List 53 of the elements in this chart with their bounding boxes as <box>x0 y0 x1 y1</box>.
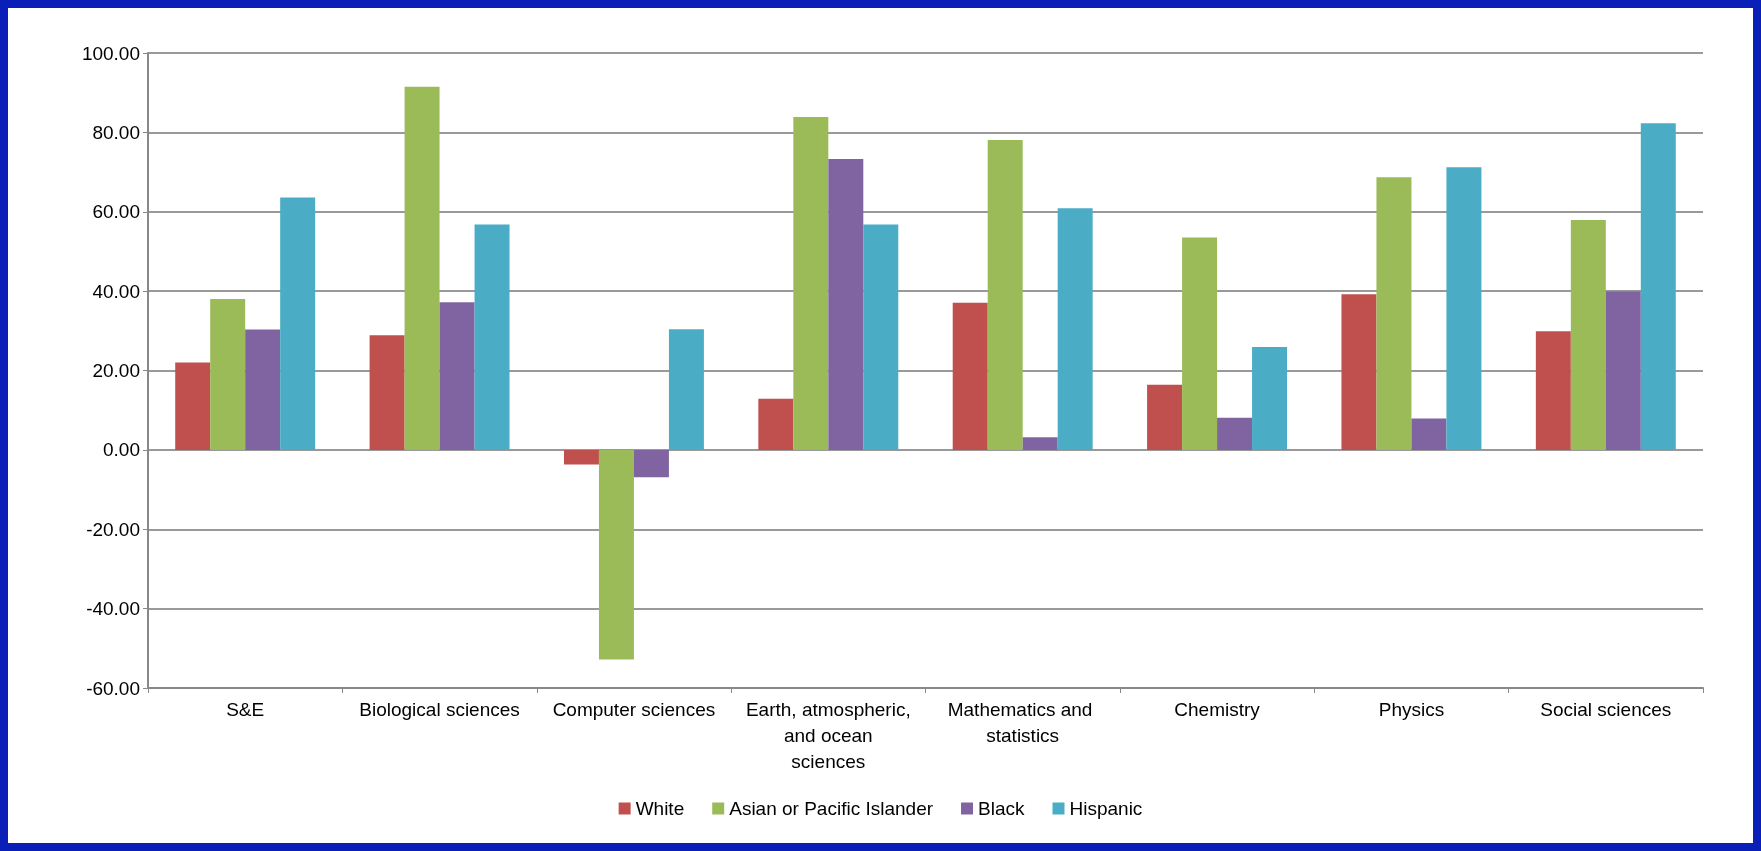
x-tick-label: Computer sciences <box>552 698 716 720</box>
y-tick-label: 60.00 <box>92 201 140 223</box>
bar <box>280 197 316 450</box>
bar <box>633 449 669 478</box>
y-tick-label: 20.00 <box>92 360 140 381</box>
bar <box>245 329 281 450</box>
bar <box>1605 291 1641 450</box>
bar <box>952 302 988 450</box>
bar <box>1411 418 1447 450</box>
bar <box>1376 177 1412 450</box>
legend-label: White <box>635 798 685 819</box>
bar <box>1535 331 1571 450</box>
y-tick-label: 80.00 <box>92 121 140 143</box>
bar <box>828 158 864 450</box>
legend-label: Black <box>978 798 1025 819</box>
bar <box>758 398 794 450</box>
bar <box>439 302 475 450</box>
y-tick-label: 40.00 <box>92 280 140 302</box>
x-tick-label: Social sciences <box>1540 698 1672 720</box>
bar <box>1446 167 1482 450</box>
bar <box>1217 417 1253 450</box>
bar <box>474 224 510 450</box>
bar <box>1022 437 1058 450</box>
x-tick-label: Biological sciences <box>359 698 520 720</box>
x-tick-label: Chemistry <box>1174 698 1261 720</box>
bar <box>793 116 829 450</box>
legend-label: Hispanic <box>1069 798 1143 819</box>
bar <box>1057 208 1093 450</box>
bar <box>863 224 899 450</box>
bar <box>1252 347 1288 450</box>
bar <box>404 86 440 450</box>
bar <box>563 449 599 465</box>
y-tick-label: -40.00 <box>86 598 140 620</box>
bar <box>1341 294 1377 450</box>
bar <box>1182 237 1218 450</box>
y-tick-label: 0.00 <box>103 439 140 461</box>
bar <box>598 449 634 660</box>
y-tick-label: -60.00 <box>86 677 140 699</box>
bar <box>987 139 1023 450</box>
x-tick-label: Mathematics and statistics <box>947 698 1098 746</box>
x-tick-label: Earth, atmospheric, and ocean sciences <box>745 698 911 772</box>
y-tick-label: 100.00 <box>81 42 140 64</box>
bar <box>1147 384 1183 450</box>
bar <box>668 329 704 450</box>
x-tick-label: S&E <box>226 698 265 720</box>
x-tick-label: Physics <box>1378 698 1445 720</box>
bar <box>1640 123 1676 450</box>
bar <box>210 299 246 450</box>
y-tick-label: -20.00 <box>86 518 140 540</box>
bar <box>369 335 405 450</box>
legend-label: Asian or Pacific Islander <box>729 798 934 819</box>
bar <box>175 362 211 450</box>
bar <box>1570 220 1606 450</box>
